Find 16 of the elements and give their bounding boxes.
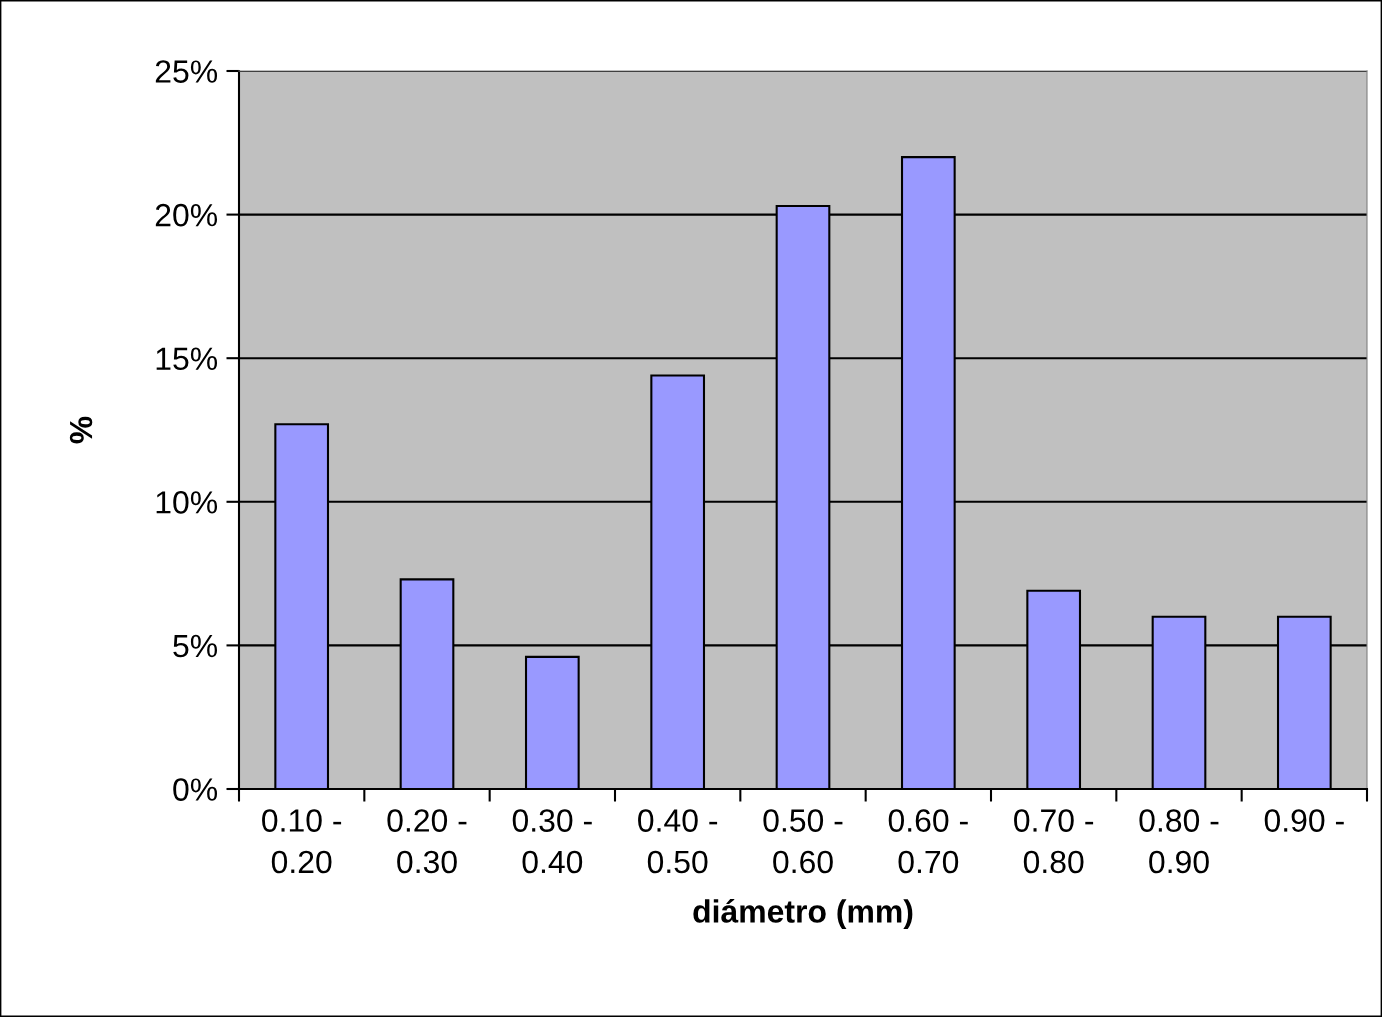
y-tick-label: 0% (173, 778, 218, 801)
y-tick-label: 5% (173, 634, 218, 658)
y-tick-label: 25% (155, 60, 218, 83)
x-axis-title: diámetro (mm) (693, 899, 913, 930)
y-axis-title: % (69, 416, 93, 444)
x-tick-label: 0.50 - 0.60 (763, 809, 843, 874)
x-tick-label: 0.60 - 0.70 (888, 809, 968, 874)
x-tick-label: 0.30 - 0.40 (512, 809, 592, 874)
y-tick-label: 10% (156, 491, 218, 514)
x-tick-label: 0.70 - 0.80 (1014, 809, 1094, 874)
x-tick-label: 0.90 - (1264, 809, 1344, 832)
x-tick-label: 0.10 - 0.20 (262, 809, 342, 874)
x-tick-label: 0.80 - 0.90 (1139, 809, 1219, 874)
y-tick-label: 20% (155, 203, 218, 227)
y-tick-label: 15% (156, 347, 218, 371)
x-tick-label: 0.20 - 0.30 (387, 809, 467, 874)
